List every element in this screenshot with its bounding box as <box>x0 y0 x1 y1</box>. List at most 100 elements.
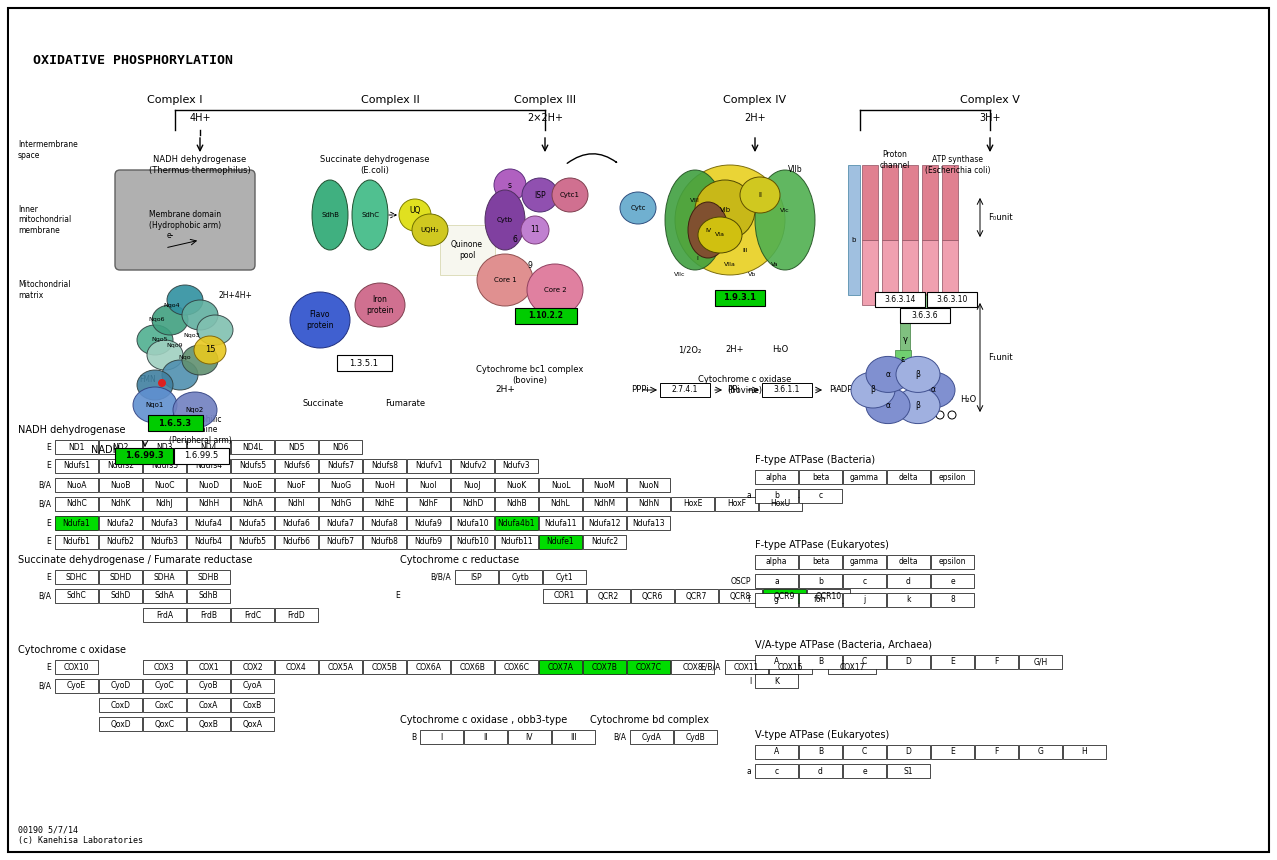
Bar <box>495 478 538 492</box>
Text: Ndufa3: Ndufa3 <box>151 519 179 527</box>
Bar <box>895 350 911 370</box>
Ellipse shape <box>575 190 584 200</box>
Ellipse shape <box>490 210 499 220</box>
Ellipse shape <box>704 190 711 200</box>
Bar <box>1019 745 1062 759</box>
Text: Iron
protein: Iron protein <box>366 295 393 315</box>
Ellipse shape <box>407 220 415 230</box>
Ellipse shape <box>831 190 839 200</box>
Text: Ndufb1: Ndufb1 <box>63 538 91 546</box>
Text: Ndufa5: Ndufa5 <box>239 519 267 527</box>
Bar <box>539 516 582 530</box>
Ellipse shape <box>518 220 527 230</box>
Ellipse shape <box>979 210 987 220</box>
Bar <box>100 478 142 492</box>
Bar <box>1019 655 1062 669</box>
Ellipse shape <box>644 210 651 220</box>
Ellipse shape <box>1128 220 1135 230</box>
Ellipse shape <box>527 264 584 316</box>
Ellipse shape <box>563 180 571 190</box>
Ellipse shape <box>471 220 479 230</box>
Text: Cyt1: Cyt1 <box>555 573 573 581</box>
Bar <box>143 497 186 511</box>
Ellipse shape <box>879 220 888 230</box>
Ellipse shape <box>183 300 218 330</box>
Text: Nqo1: Nqo1 <box>146 402 165 408</box>
Ellipse shape <box>691 210 699 220</box>
Ellipse shape <box>1011 180 1019 190</box>
Text: QCR6: QCR6 <box>642 592 663 600</box>
Text: ND3: ND3 <box>156 443 172 452</box>
Bar <box>931 593 974 607</box>
Text: QoxA: QoxA <box>243 720 263 728</box>
Text: NADH: NADH <box>91 445 120 455</box>
Bar <box>843 764 886 778</box>
Bar <box>275 459 318 473</box>
Ellipse shape <box>691 180 699 190</box>
Text: H₂O: H₂O <box>960 396 976 404</box>
Ellipse shape <box>882 180 891 190</box>
Bar <box>55 175 1200 255</box>
Bar <box>1062 745 1106 759</box>
Bar <box>143 679 186 693</box>
Ellipse shape <box>1015 190 1023 200</box>
Text: Ndufs1: Ndufs1 <box>63 462 89 470</box>
Bar <box>762 589 806 603</box>
Bar <box>676 589 718 603</box>
Text: CyoD: CyoD <box>110 681 130 691</box>
Ellipse shape <box>527 220 535 230</box>
Bar <box>539 478 582 492</box>
Ellipse shape <box>63 220 72 230</box>
Ellipse shape <box>779 210 787 220</box>
Bar <box>186 717 230 731</box>
Ellipse shape <box>787 180 796 190</box>
Ellipse shape <box>807 190 815 200</box>
Bar <box>186 440 230 454</box>
Ellipse shape <box>372 210 379 220</box>
Ellipse shape <box>259 210 267 220</box>
Bar <box>584 478 626 492</box>
Bar <box>762 383 812 397</box>
Ellipse shape <box>550 220 559 230</box>
Text: 3H+: 3H+ <box>889 396 908 404</box>
Ellipse shape <box>859 180 867 190</box>
Text: b: b <box>774 492 779 501</box>
Ellipse shape <box>866 356 911 392</box>
Bar <box>670 497 714 511</box>
Ellipse shape <box>451 210 458 220</box>
Ellipse shape <box>531 180 539 190</box>
Ellipse shape <box>147 210 155 220</box>
Ellipse shape <box>303 220 312 230</box>
Ellipse shape <box>435 180 443 190</box>
Ellipse shape <box>135 220 143 230</box>
Ellipse shape <box>1103 190 1111 200</box>
Ellipse shape <box>352 180 388 250</box>
Text: NdhD: NdhD <box>462 500 483 508</box>
Ellipse shape <box>827 210 835 220</box>
Bar <box>587 589 630 603</box>
Ellipse shape <box>659 210 667 220</box>
Ellipse shape <box>991 190 999 200</box>
Ellipse shape <box>667 180 676 190</box>
Ellipse shape <box>143 190 151 200</box>
Ellipse shape <box>621 192 656 224</box>
Ellipse shape <box>856 220 863 230</box>
Ellipse shape <box>715 210 723 220</box>
Text: ND1: ND1 <box>68 443 84 452</box>
Text: E: E <box>396 592 400 600</box>
Ellipse shape <box>179 210 186 220</box>
Ellipse shape <box>215 190 223 200</box>
Ellipse shape <box>888 220 895 230</box>
Ellipse shape <box>351 220 359 230</box>
Bar <box>543 570 586 584</box>
Ellipse shape <box>911 190 919 200</box>
Ellipse shape <box>419 180 427 190</box>
Bar <box>186 497 230 511</box>
Ellipse shape <box>231 220 239 230</box>
Text: 1/2O₂: 1/2O₂ <box>678 346 701 354</box>
Bar <box>715 290 765 306</box>
Ellipse shape <box>494 169 526 201</box>
Text: SdhC: SdhC <box>361 212 379 218</box>
Ellipse shape <box>515 180 524 190</box>
Ellipse shape <box>783 220 790 230</box>
